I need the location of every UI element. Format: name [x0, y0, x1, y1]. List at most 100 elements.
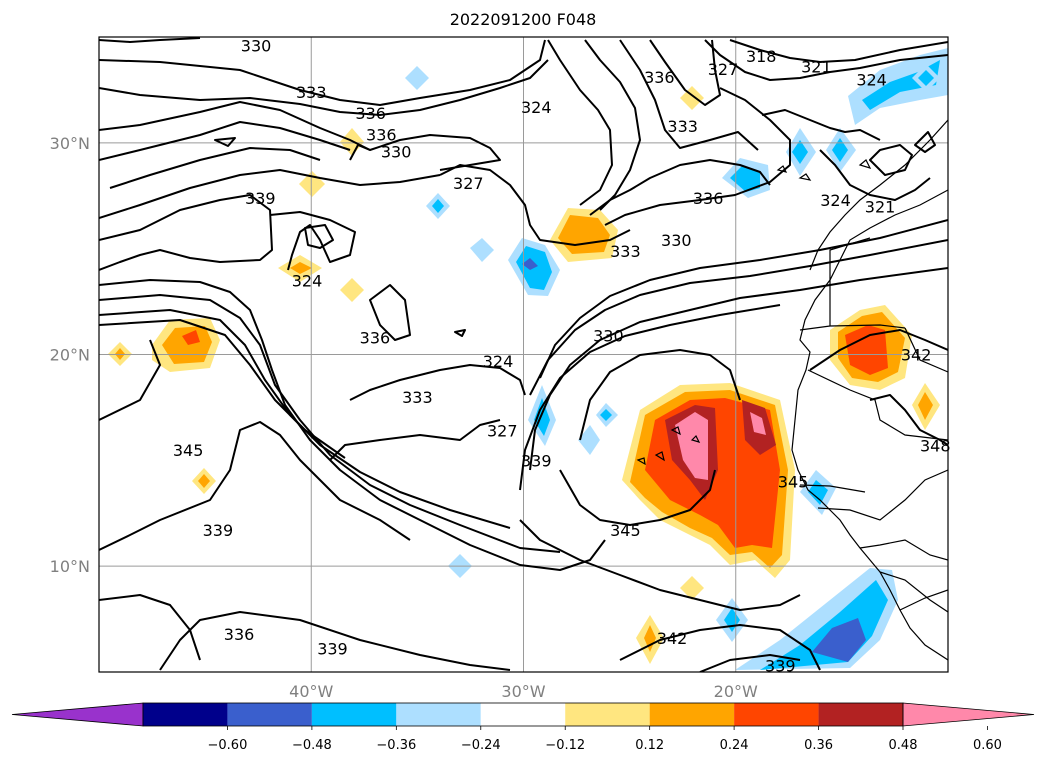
border-8	[879, 571, 948, 613]
colorbar-segment	[311, 703, 397, 726]
contour-line	[619, 624, 821, 671]
colorbar-segment	[396, 703, 481, 726]
contour-label: 327	[708, 60, 739, 79]
contour-line	[589, 159, 771, 216]
contour-line	[914, 131, 936, 153]
colorbar-segment	[649, 703, 735, 726]
shade-level-neg-0.12	[578, 425, 600, 455]
contour-label: 333	[402, 388, 433, 407]
contour-label: 333	[667, 117, 698, 136]
contour-line	[649, 39, 721, 106]
colorbar-extend-min	[11, 702, 144, 727]
contour-line	[529, 239, 948, 396]
colorbar-tick-label: 0.48	[889, 738, 918, 753]
shade-level-0.12	[680, 576, 704, 600]
colorbar-segment	[818, 703, 903, 726]
contour-line	[869, 394, 948, 446]
contour-line	[584, 39, 641, 211]
shade-level-neg-0.24	[730, 166, 760, 192]
colorbar-tick-label: 0.12	[635, 738, 664, 753]
contour-label: 336	[693, 189, 724, 208]
contour-line	[99, 594, 201, 661]
contour-line	[809, 329, 948, 371]
shade-level-neg-0.24	[600, 409, 612, 421]
contour-line	[519, 304, 781, 491]
contour-label: 339	[765, 657, 796, 676]
contour-line	[99, 101, 371, 151]
contour-line	[99, 169, 441, 219]
shade-level-0.24	[290, 262, 312, 274]
border-3	[904, 327, 948, 373]
contour-line	[559, 469, 716, 526]
y-tick-label: 10°N	[50, 557, 90, 576]
y-tick-label: 30°N	[50, 134, 90, 153]
border-7	[859, 539, 948, 561]
colorbar-tick-label: −0.36	[376, 738, 416, 753]
contour-line	[349, 364, 526, 401]
contour-line	[819, 149, 931, 201]
x-tick-label: 20°W	[714, 682, 758, 701]
contour-label: 342	[657, 629, 688, 648]
contour-line	[579, 349, 741, 441]
contour-label: 345	[173, 441, 204, 460]
contour-label: 321	[801, 58, 832, 77]
shade-level-neg-0.36	[812, 618, 866, 662]
contour-label: 342	[901, 346, 932, 365]
colorbar-segment	[480, 703, 566, 726]
colorbar-segment	[565, 703, 650, 726]
contour-line	[454, 329, 466, 337]
map-area	[99, 37, 948, 672]
shade-level-neg-0.24	[432, 199, 444, 213]
shade-level-neg-0.36	[522, 258, 538, 270]
contour-label: 348	[920, 437, 951, 456]
shade-level-0.24	[918, 392, 933, 420]
map-frame	[98, 36, 949, 673]
contour-line	[729, 39, 948, 63]
colorbar-extend-max	[902, 702, 1035, 727]
colorbar-segment	[227, 703, 312, 726]
shade-level-neg-0.12	[405, 66, 429, 90]
cape-verde-islands	[636, 426, 701, 466]
contour-label: 324	[483, 352, 514, 371]
shade-level-neg-0.12	[470, 238, 494, 262]
gridlines	[99, 37, 948, 672]
contour-line	[99, 319, 346, 459]
contour-label: 333	[610, 242, 641, 261]
contour-line	[159, 611, 511, 671]
contour-label: 339	[245, 189, 276, 208]
contour-label: 345	[610, 521, 641, 540]
x-tick-label: 30°W	[501, 682, 545, 701]
colorbar-tick-label: −0.48	[292, 738, 332, 753]
contour-line	[329, 419, 501, 461]
africa-coastline	[791, 189, 948, 661]
contour-label: 330	[241, 36, 272, 55]
contour-label: 336	[644, 68, 675, 87]
colorbar-tick-label: 0.24	[720, 738, 749, 753]
colorbar-tick-label: −0.60	[208, 738, 248, 753]
contour-label: 339	[203, 521, 234, 540]
colorbar-tick-label: 0.36	[804, 738, 833, 753]
shade-level-0.24	[198, 474, 210, 488]
shade-level-neg-0.24	[534, 398, 550, 436]
contour-label: 318	[746, 47, 777, 66]
shade-level-neg-0.24	[792, 140, 808, 164]
y-axis-ticks: 10°N 20°N 30°N	[50, 134, 90, 576]
contour-line	[99, 294, 561, 553]
canary-islands	[776, 159, 872, 181]
shade-level-0.24	[644, 625, 656, 652]
contour-line	[269, 211, 356, 271]
contour-line	[99, 421, 411, 551]
contour-label: 345	[778, 473, 809, 492]
contour-line	[99, 194, 273, 271]
colorbar-segment	[734, 703, 819, 726]
contour-line	[99, 279, 606, 571]
shade-level-neg-0.24	[918, 70, 934, 86]
contour-label: 336	[366, 125, 397, 144]
contour-line	[519, 519, 801, 611]
contour-label: 327	[487, 422, 518, 441]
contour-label: 330	[381, 142, 412, 161]
shade-level-neg-0.24	[832, 138, 848, 162]
contour-line	[539, 219, 948, 379]
shade-level-0.36	[845, 325, 888, 375]
